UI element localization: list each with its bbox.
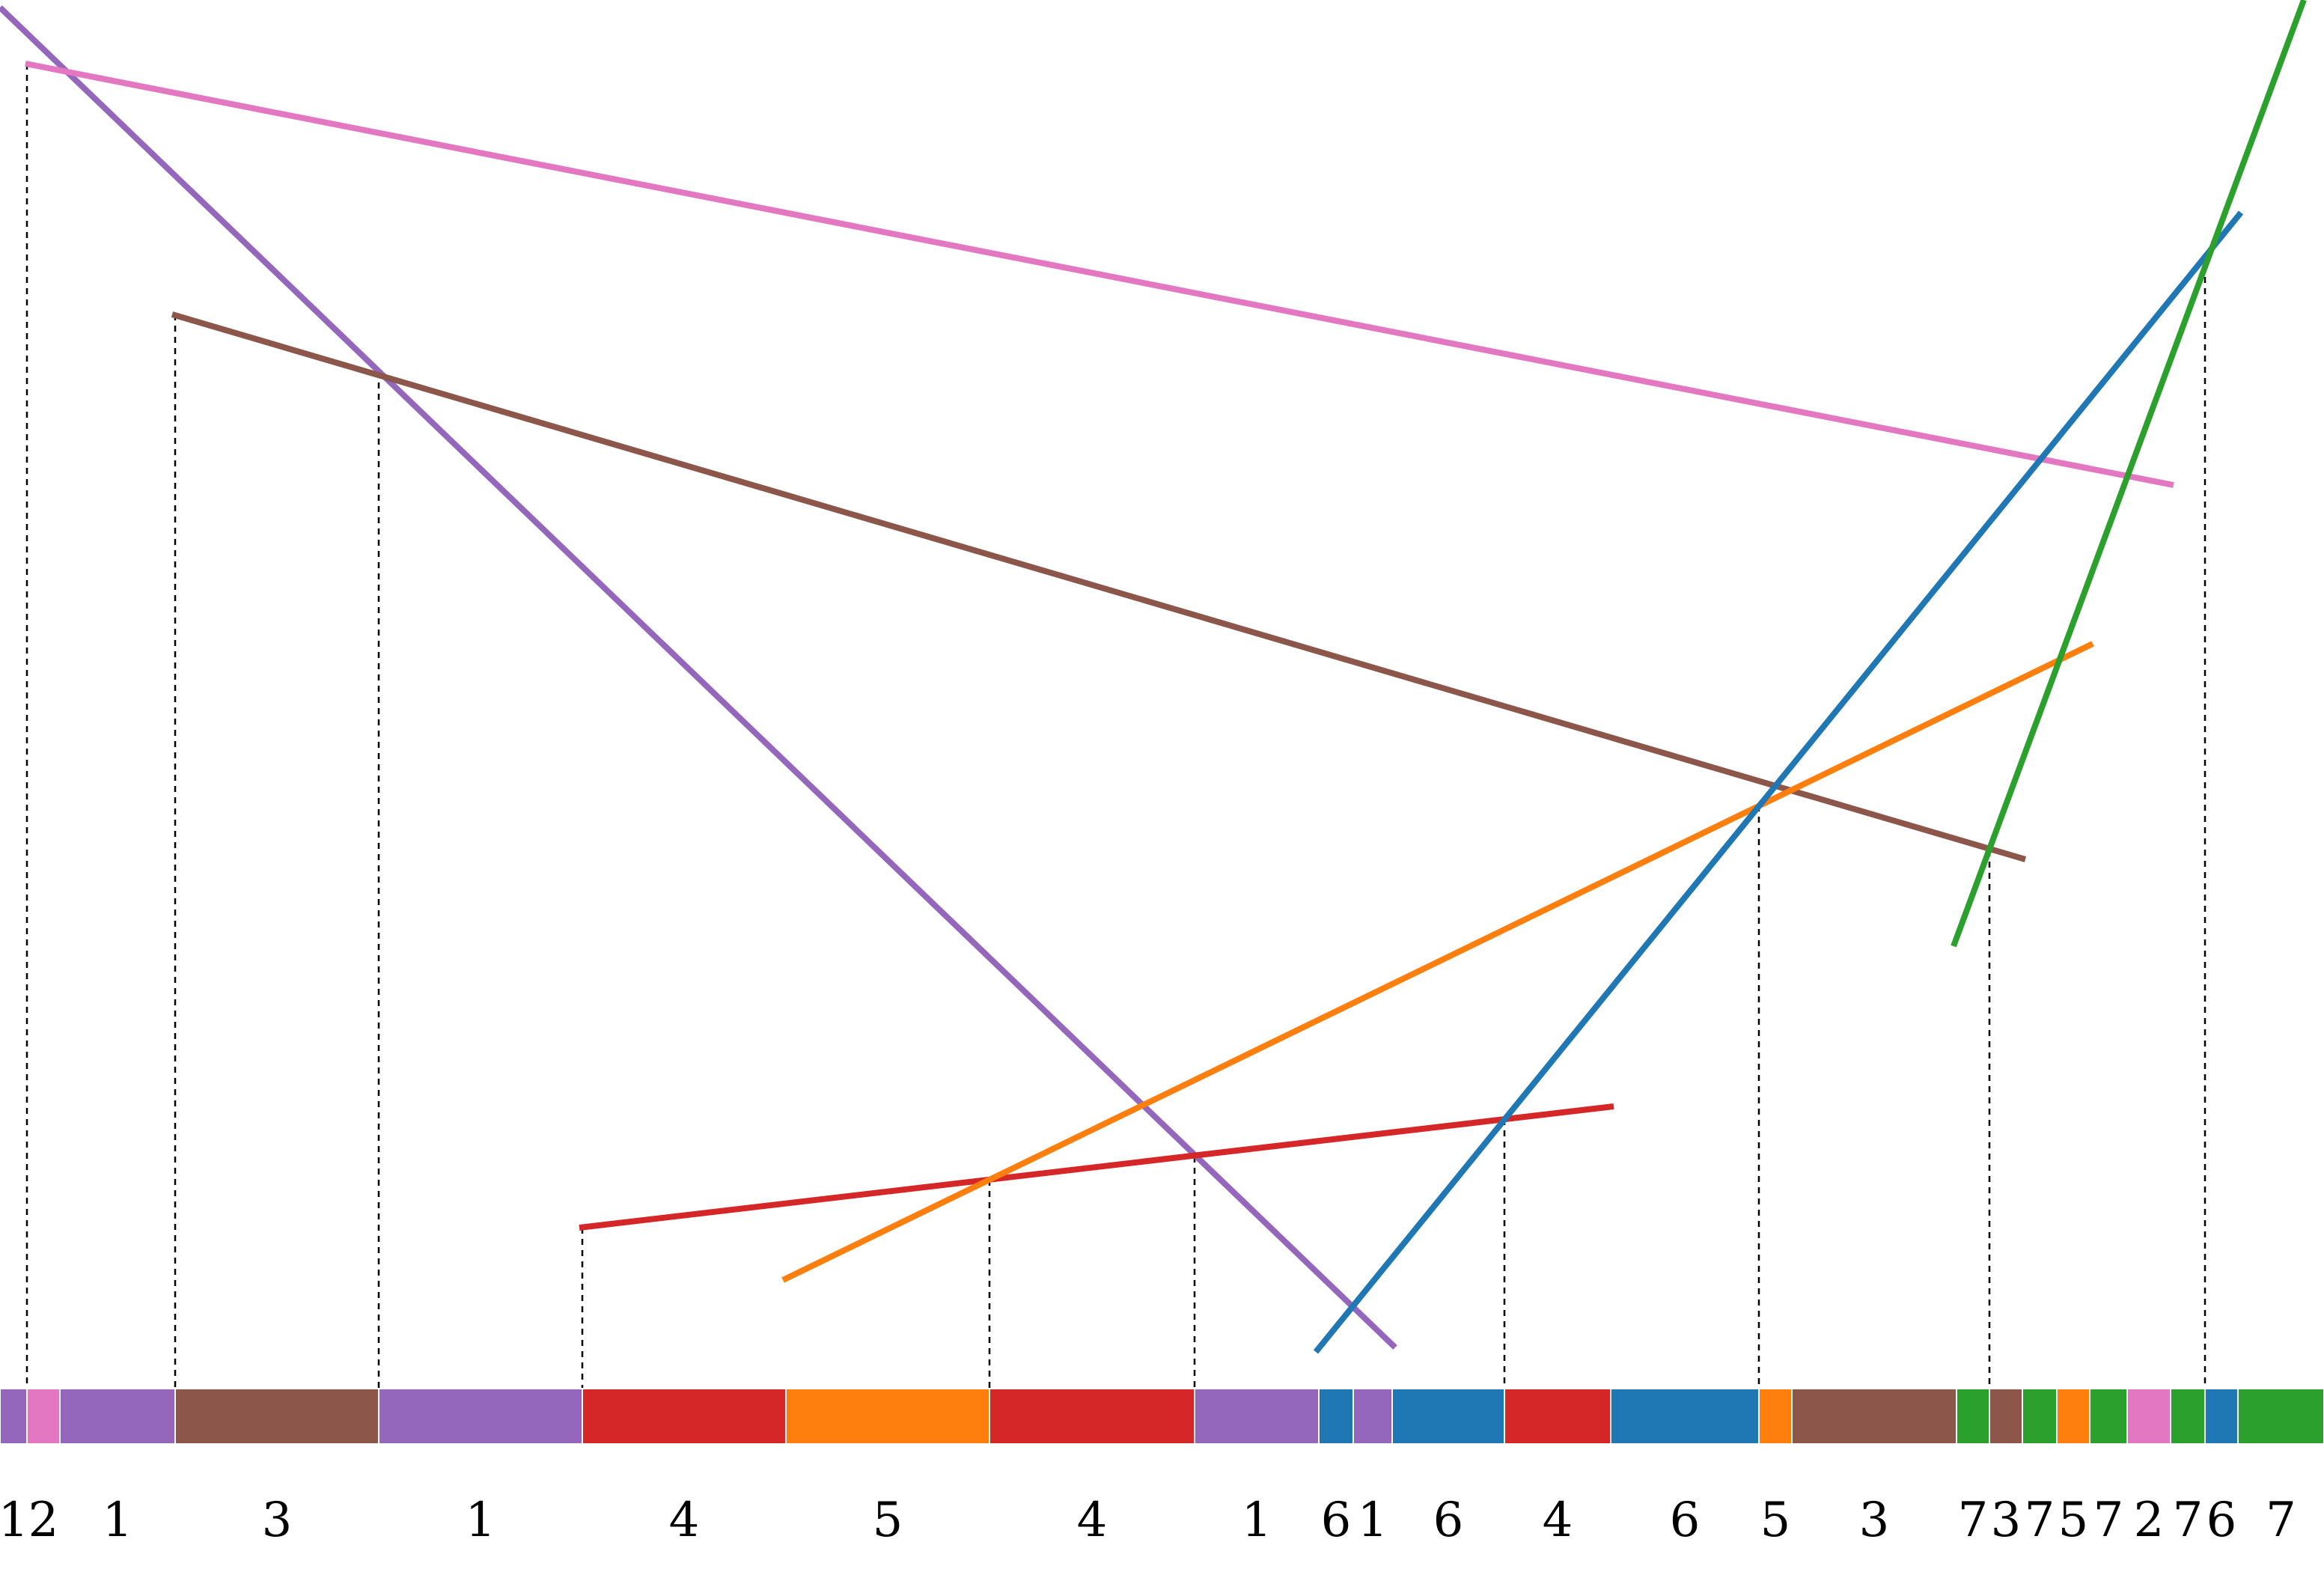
envelope-block-10 <box>1318 1388 1354 1445</box>
segment-line-3 <box>171 311 2027 862</box>
envelope-label-19: 7 <box>2025 1493 2055 1548</box>
envelope-block-6 <box>582 1388 787 1445</box>
envelope-block-8 <box>989 1388 1195 1445</box>
envelope-block-18 <box>1989 1388 2023 1445</box>
event-markers <box>25 64 2206 1389</box>
envelope-label-25: 7 <box>2266 1493 2296 1548</box>
envelope-block-2 <box>26 1388 61 1445</box>
envelope-block-19 <box>2022 1388 2058 1445</box>
envelope-label-7: 5 <box>873 1493 903 1548</box>
envelope-label-3: 1 <box>103 1493 133 1548</box>
envelope-label-15: 5 <box>1760 1493 1791 1548</box>
envelope-label-22: 2 <box>2134 1493 2165 1548</box>
envelope-label-16: 3 <box>1859 1493 1890 1548</box>
envelope-label-14: 6 <box>1670 1493 1701 1548</box>
envelope-block-15 <box>1758 1388 1793 1445</box>
envelope-block-14 <box>1610 1388 1760 1445</box>
envelope-label-20: 5 <box>2058 1493 2089 1548</box>
envelope-bar <box>0 1388 2324 1445</box>
envelope-label-8: 4 <box>1077 1493 1108 1548</box>
envelope-label-4: 3 <box>262 1493 293 1548</box>
envelope-block-13 <box>1504 1388 1611 1445</box>
envelope-block-1 <box>0 1388 28 1445</box>
segment-line-6 <box>1313 210 2244 1354</box>
segment-line-5 <box>781 641 2094 1283</box>
envelope-block-17 <box>1956 1388 1990 1445</box>
envelope-block-4 <box>174 1388 379 1445</box>
line-segments <box>0 0 2307 1354</box>
envelope-label-24: 6 <box>2206 1493 2237 1548</box>
segment-line-1 <box>0 5 1397 1350</box>
envelope-block-5 <box>378 1388 583 1445</box>
envelope-label-12: 6 <box>1433 1493 1464 1548</box>
envelope-block-16 <box>1791 1388 1957 1445</box>
envelope-label-18: 3 <box>1991 1493 2022 1548</box>
envelope-label-23: 7 <box>2173 1493 2203 1548</box>
segment-line-4 <box>579 1103 1614 1231</box>
envelope-block-9 <box>1194 1388 1320 1445</box>
envelope-label-6: 4 <box>669 1493 700 1548</box>
envelope-block-22 <box>2126 1388 2171 1445</box>
envelope-block-3 <box>59 1388 176 1445</box>
segment-line-7 <box>1951 0 2307 948</box>
envelope-block-24 <box>2204 1388 2239 1445</box>
envelope-block-21 <box>2089 1388 2128 1445</box>
envelope-label-13: 4 <box>1543 1493 1573 1548</box>
segment-line-2 <box>25 61 2174 488</box>
envelope-label-11: 1 <box>1358 1493 1388 1548</box>
envelope-block-7 <box>785 1388 990 1445</box>
envelope-label-21: 7 <box>2093 1493 2124 1548</box>
envelope-block-25 <box>2237 1388 2324 1445</box>
envelope-block-23 <box>2170 1388 2206 1445</box>
envelope-label-5: 1 <box>466 1493 496 1548</box>
envelope-label-9: 1 <box>1242 1493 1272 1548</box>
envelope-label-10: 6 <box>1321 1493 1352 1548</box>
envelope-block-12 <box>1391 1388 1505 1445</box>
envelope-label-1: 1 <box>0 1493 28 1548</box>
envelope-block-20 <box>2056 1388 2090 1445</box>
envelope-block-11 <box>1352 1388 1393 1445</box>
envelope-label-2: 2 <box>28 1493 59 1548</box>
envelope-label-17: 7 <box>1958 1493 1989 1548</box>
